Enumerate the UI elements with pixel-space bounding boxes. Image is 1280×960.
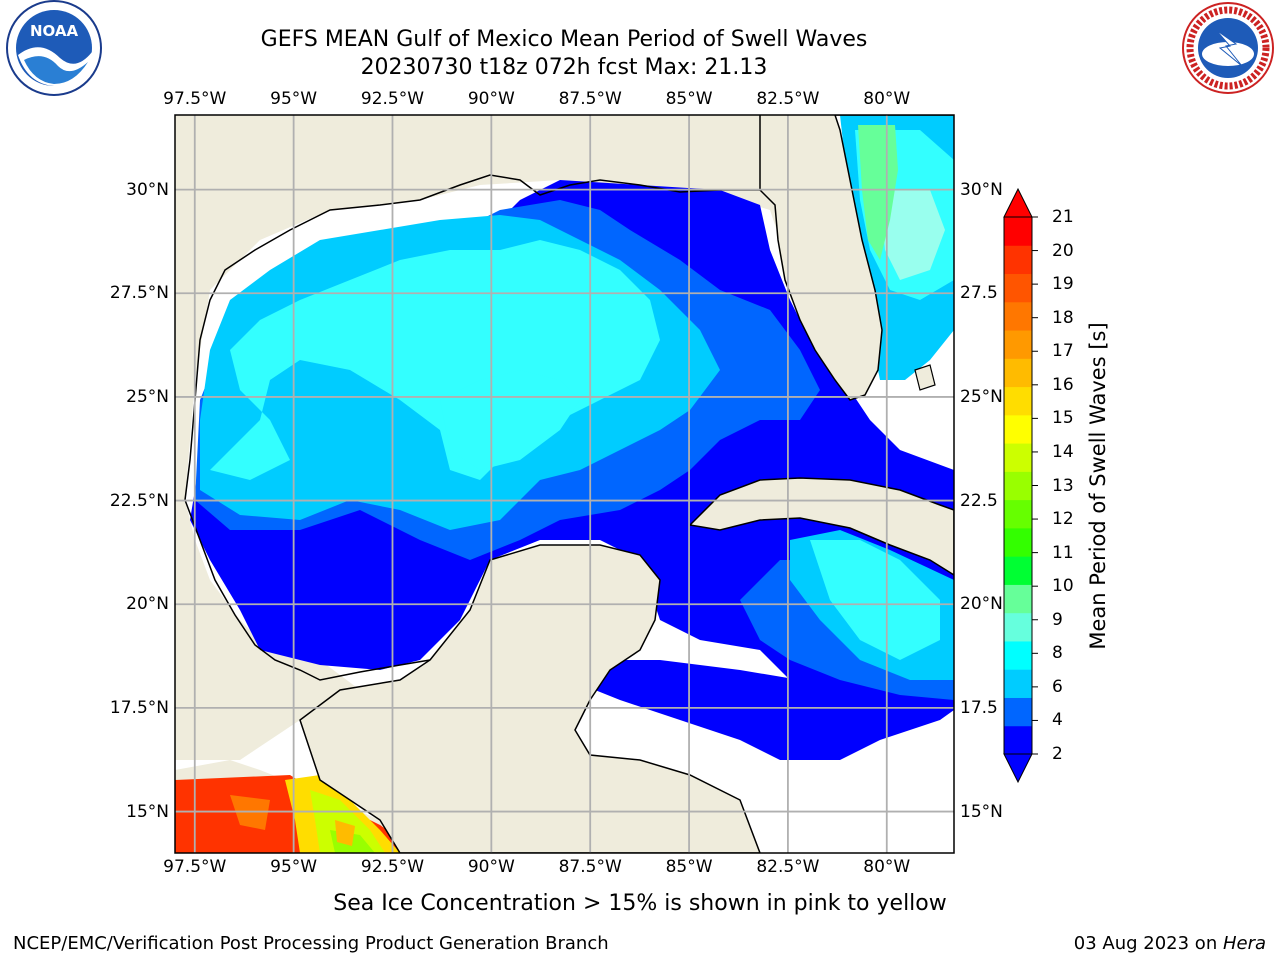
lat-tick-left: 15°N bbox=[126, 801, 169, 822]
colorbar-max-extension bbox=[1003, 187, 1033, 218]
lat-tick-left: 30°N bbox=[126, 179, 169, 200]
colorbar-tick-label: 14 bbox=[1052, 441, 1074, 462]
cuba-land bbox=[688, 477, 954, 576]
swell-period-high-orange-b bbox=[230, 795, 270, 830]
lon-tick-bottom: 82.5°W bbox=[756, 857, 820, 877]
lat-tick-right: 20°N bbox=[960, 594, 1003, 615]
footer-machine: Hera bbox=[1222, 933, 1266, 954]
lon-tick-bottom: 85°W bbox=[665, 857, 713, 877]
lon-tick-top: 95°W bbox=[270, 89, 318, 109]
swell-period-18s bbox=[335, 820, 355, 846]
lon-tick-bottom: 87.5°W bbox=[558, 857, 622, 877]
colorbar-swatch bbox=[1004, 499, 1032, 529]
colorbar-tick-label: 6 bbox=[1052, 676, 1063, 697]
lat-tick-left: 22.5°N bbox=[109, 490, 169, 511]
colorbar-swatch bbox=[1004, 358, 1032, 388]
colorbar-tick-label: 8 bbox=[1052, 643, 1063, 664]
mexico-gulf-coast bbox=[184, 499, 431, 681]
lat-tick-right: 25°N bbox=[960, 386, 1003, 407]
lat-tick-right: 17.5 bbox=[960, 697, 998, 718]
lon-tick-top: 92.5°W bbox=[360, 89, 425, 109]
colorbar-tick-label: 11 bbox=[1052, 542, 1074, 563]
swell-period-8-9s-b bbox=[440, 370, 580, 470]
colorbar-swatch bbox=[1004, 414, 1032, 444]
colorbar-tick-label: 2 bbox=[1052, 744, 1063, 764]
bahamas-land bbox=[914, 364, 936, 391]
colorbar-swatch bbox=[1004, 217, 1032, 246]
lon-tick-top: 80°W bbox=[863, 89, 911, 109]
colorbar-tick-label: 15 bbox=[1052, 408, 1074, 429]
colorbar-swatch bbox=[1004, 669, 1032, 698]
colorbar-swatch bbox=[1004, 386, 1032, 416]
colorbar-tick-label: 12 bbox=[1052, 509, 1074, 530]
lon-tick-bottom: 97.5°W bbox=[163, 857, 227, 877]
colorbar-tick-label: 16 bbox=[1052, 374, 1074, 395]
colorbar-swatch bbox=[1004, 556, 1032, 585]
colorbar-swatch bbox=[1004, 584, 1032, 614]
noaa-logo: NOAA bbox=[6, 0, 102, 96]
chart-title-line1: GEFS MEAN Gulf of Mexico Mean Period of … bbox=[260, 27, 868, 52]
colorbar-tick-label: 18 bbox=[1052, 307, 1074, 328]
lat-tick-left: 20°N bbox=[126, 594, 169, 615]
colorbar-swatch bbox=[1004, 443, 1032, 472]
sea-ice-note: Sea Ice Concentration > 15% is shown in … bbox=[333, 891, 947, 916]
noaa-logo-text: NOAA bbox=[30, 22, 79, 40]
colorbar-tick-label: 17 bbox=[1052, 341, 1074, 362]
lon-tick-top: 82.5°W bbox=[756, 89, 820, 109]
colorbar-swatch bbox=[1004, 301, 1032, 331]
colorbar-min-extension bbox=[1003, 753, 1033, 784]
colorbar-swatch bbox=[1004, 245, 1032, 275]
colorbar bbox=[1003, 187, 1038, 784]
colorbar-tick-label: 13 bbox=[1052, 475, 1074, 496]
colorbar-tick-label: 20 bbox=[1052, 240, 1074, 261]
lon-tick-top: 87.5°W bbox=[558, 89, 622, 109]
colorbar-swatch bbox=[1004, 725, 1032, 755]
colorbar-swatch bbox=[1004, 527, 1032, 557]
lon-tick-bottom: 95°W bbox=[270, 857, 318, 877]
colorbar-swatch bbox=[1004, 471, 1032, 501]
colorbar-tick-label: 10 bbox=[1052, 576, 1074, 597]
lon-tick-top: 90°W bbox=[467, 89, 515, 109]
swell-period-9-10s bbox=[880, 190, 945, 280]
chart-title-line2: 20230730 t18z 072h fcst Max: 21.13 bbox=[360, 55, 768, 80]
colorbar-swatch bbox=[1004, 612, 1032, 642]
lon-tick-top: 97.5°W bbox=[163, 89, 227, 109]
colorbar-swatch bbox=[1004, 273, 1032, 303]
colorbar-swatch bbox=[1004, 697, 1032, 727]
colorbar-tick-label: 4 bbox=[1052, 710, 1063, 731]
swell-period-9s bbox=[858, 125, 898, 260]
lat-tick-right: 22.5 bbox=[960, 490, 998, 511]
lat-tick-left: 17.5°N bbox=[109, 697, 169, 718]
lon-tick-top: 85°W bbox=[665, 89, 713, 109]
colorbar-tick-label: 21 bbox=[1052, 207, 1074, 227]
footer-date: 03 Aug 2023 on Hera bbox=[1074, 933, 1266, 955]
national-weather-service-logo bbox=[1182, 2, 1274, 94]
map-frame bbox=[174, 114, 955, 854]
lat-tick-left: 25°N bbox=[126, 386, 169, 407]
swell-period-14s bbox=[310, 790, 385, 853]
graticule bbox=[175, 115, 954, 853]
lat-tick-right: 15°N bbox=[960, 801, 1003, 822]
footer-date-text: 03 Aug 2023 on bbox=[1073, 933, 1223, 954]
lon-tick-bottom: 80°W bbox=[863, 857, 911, 877]
lat-tick-left: 27.5°N bbox=[109, 283, 169, 304]
us-gulf-coast bbox=[184, 174, 760, 501]
lon-tick-bottom: 92.5°W bbox=[360, 857, 425, 877]
swell-period-2-4s-caribbean bbox=[570, 660, 954, 760]
colorbar-swatch bbox=[1004, 640, 1032, 670]
lat-tick-right: 30°N bbox=[960, 179, 1003, 200]
lat-tick-right: 27.5 bbox=[960, 283, 998, 304]
swell-period-8-9s-east bbox=[810, 540, 940, 660]
colorbar-swatch bbox=[1004, 330, 1032, 359]
colorbar-label: Mean Period of Swell Waves [s] bbox=[1086, 322, 1110, 650]
lon-tick-bottom: 90°W bbox=[467, 857, 515, 877]
footer-credit: NCEP/EMC/Verification Post Processing Pr… bbox=[13, 933, 609, 954]
colorbar-tick-label: 9 bbox=[1052, 609, 1063, 630]
colorbar-tick-label: 19 bbox=[1052, 274, 1074, 295]
